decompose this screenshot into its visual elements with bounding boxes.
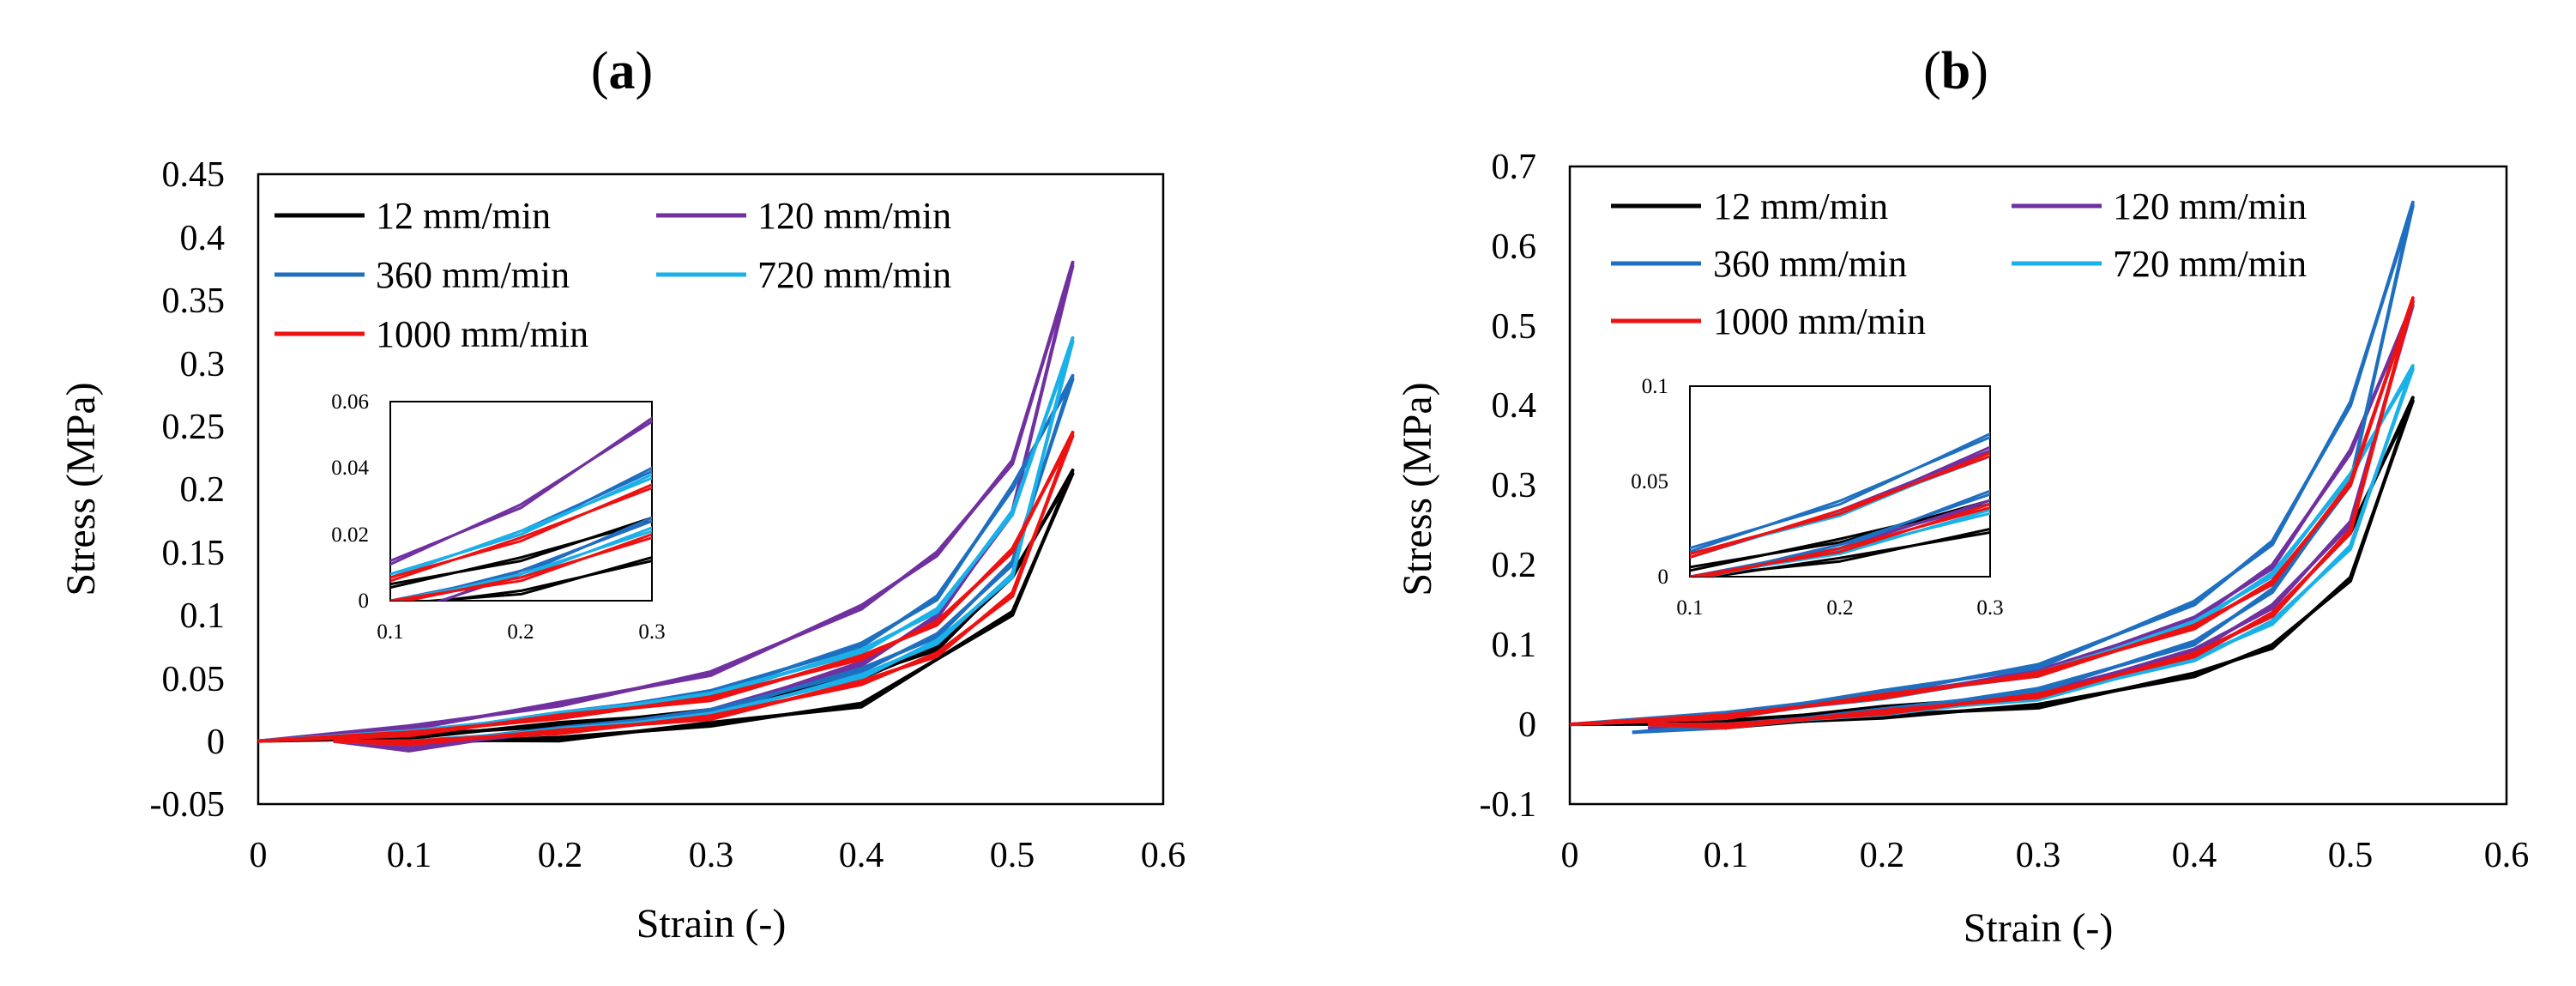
panel-b-inset-series-group [1690,432,1990,577]
panel-a-inset-y-tick: 0.06 [331,390,369,414]
panel-b-label: (b) [1923,42,1988,100]
panel-a-y-tick: 0.05 [162,660,226,699]
panel-a-y-tick: 0.4 [180,219,226,258]
panel-b-inset-y-tick: 0.1 [1642,375,1668,398]
panel-b-y-tick: 0.2 [1492,546,1537,585]
panel-a: (a) -0.05 0 0.05 0.1 0.15 0.2 0.25 0.3 0… [58,42,1186,947]
panel-a-label: (a) [591,42,653,100]
panel-b-x-tick: 0.3 [2016,836,2061,875]
panel-b-x-tick: 0.2 [1860,836,1905,875]
series-1000-mm-per-min-cycle-1 [257,430,1075,743]
panel-b-plot-frame [1568,165,2508,806]
panel-a-y-tick: 0.1 [180,596,226,636]
legend-label-720: 720 mm/min [757,254,951,296]
panel-a-inset-y-tick: 0 [359,590,370,613]
panel-a-y-tick: -0.05 [150,785,226,825]
panel-a-inset-y-tick: 0.04 [331,457,369,480]
panel-b-y-tick: 0.3 [1492,466,1537,505]
series-1000-mm-per-min-cycle-2 [1569,299,2415,730]
series-720-mm-per-min-cycle-2 [390,476,652,601]
panel-a-x-tick: 0.3 [689,836,734,875]
legend-label-120: 120 mm/min [757,195,951,237]
panel-a-plot-frame [256,172,1165,806]
legend-label-720: 720 mm/min [2113,243,2307,285]
legend-label-360: 360 mm/min [1713,243,1907,285]
panel-b-y-ticks: -0.1 0 0.1 0.2 0.3 0.4 0.5 0.6 0.7 [1480,148,1537,825]
panel-a-series-group [257,260,1075,753]
panel-b-y-tick: 0.5 [1492,307,1537,347]
series-360-mm-per-min-cycle-1 [257,373,1075,743]
panel-b-y-tick: 0.4 [1492,386,1537,426]
panel-a-y-tick: 0.2 [180,470,226,510]
panel-a-y-tick: 0.25 [162,408,226,447]
panel-a-inset-y-tick: 0.02 [331,523,369,547]
series-1000-mm-per-min-cycle-2 [257,433,1075,747]
panel-b-y-tick: 0 [1518,705,1536,745]
panel-a-x-tick: 0.1 [387,836,432,875]
panel-b-x-axis-title: Strain (-) [1964,905,2114,951]
panel-b-y-axis-title: Stress (MPa) [1395,382,1440,596]
panel-a-x-ticks: 0 0.1 0.2 0.3 0.4 0.5 0.6 [250,836,1186,875]
series-12-mm-per-min-cycle-1 [390,516,652,601]
panel-a-y-tick: 0.45 [162,155,226,195]
panel-a-x-tick: 0.2 [538,836,583,875]
legend-label-360: 360 mm/min [376,254,570,296]
panel-a-inset-series-group [390,415,652,601]
panel-b: (b) -0.1 0 0.1 0.2 0.3 0.4 0.5 0.6 0.7 0… [1395,42,2530,951]
panel-a-y-axis-title: Stress (MPa) [58,382,104,596]
panel-a-y-ticks: -0.05 0 0.05 0.1 0.15 0.2 0.25 0.3 0.35 … [150,155,226,825]
panel-a-x-tick: 0.5 [990,836,1035,875]
panel-b-inset-y-tick: 0.05 [1631,470,1668,493]
panel-a-y-tick: 0.35 [162,281,226,321]
panel-a-y-tick: 0.15 [162,534,226,573]
panel-a-y-tick: 0 [207,723,225,762]
panel-b-x-tick: 0.5 [2328,836,2374,875]
panel-b-x-tick: 0.6 [2484,836,2530,875]
series-12-mm-per-min-cycle-2 [257,472,1075,743]
legend-label-1000: 1000 mm/min [1713,300,1926,342]
panel-b-y-tick: 0.7 [1492,148,1537,187]
panel-b-inset-y-tick: 0 [1658,566,1669,589]
legend-label-12: 12 mm/min [376,195,551,237]
panel-b-y-tick: 0.6 [1492,227,1537,267]
legend-label-120: 120 mm/min [2113,185,2307,227]
panel-b-series-group [1569,200,2415,735]
panel-b-legend: 12 mm/min 120 mm/min 360 mm/min 720 mm/m… [1611,185,2307,342]
panel-a-x-tick: 0.4 [839,836,884,875]
panel-a-inset-x-tick: 0.2 [507,620,534,644]
legend-label-12: 12 mm/min [1713,185,1888,227]
legend-label-1000: 1000 mm/min [376,313,588,355]
series-1000-mm-per-min-cycle-2 [1690,454,1990,577]
panel-a-y-tick: 0.3 [180,345,226,384]
panel-a-inset-x-tick: 0.1 [377,620,403,644]
panel-b-x-tick: 0 [1561,836,1579,875]
panel-b-inset-x-tick: 0.1 [1676,596,1703,620]
panel-a-x-axis-title: Strain (-) [636,901,787,947]
panel-b-x-tick: 0.4 [2172,836,2217,875]
series-360-mm-per-min-cycle-2 [1690,435,1990,577]
series-1000-mm-per-min-cycle-2 [390,486,652,601]
panel-b-x-tick: 0.1 [1704,836,1749,875]
panel-a-x-tick: 0 [250,836,268,875]
panel-b-inset-x-tick: 0.3 [1976,596,2003,620]
panel-a-inset: 0 0.02 0.04 0.06 0.1 0.2 0.3 [331,390,665,644]
series-12-mm-per-min-cycle-2 [390,519,652,601]
panel-b-inset-x-tick: 0.2 [1826,596,1853,620]
series-120-mm-per-min-cycle-2 [1690,449,1990,577]
panel-b-x-ticks: 0 0.1 0.2 0.3 0.4 0.5 0.6 [1561,836,2530,875]
panel-b-y-tick: 0.1 [1492,626,1537,665]
panel-b-y-tick: -0.1 [1480,785,1537,825]
panel-a-x-tick: 0.6 [1141,836,1186,875]
series-360-mm-per-min-cycle-2 [390,469,652,601]
series-360-mm-per-min-cycle-2 [257,377,1075,747]
panel-a-legend: 12 mm/min 120 mm/min 360 mm/min 720 mm/m… [274,195,951,355]
panel-a-inset-x-tick: 0.3 [638,620,665,644]
panel-b-inset: 0 0.05 0.1 0.1 0.2 0.3 [1631,375,2003,620]
series-360-mm-per-min-cycle-2 [1569,203,2415,735]
